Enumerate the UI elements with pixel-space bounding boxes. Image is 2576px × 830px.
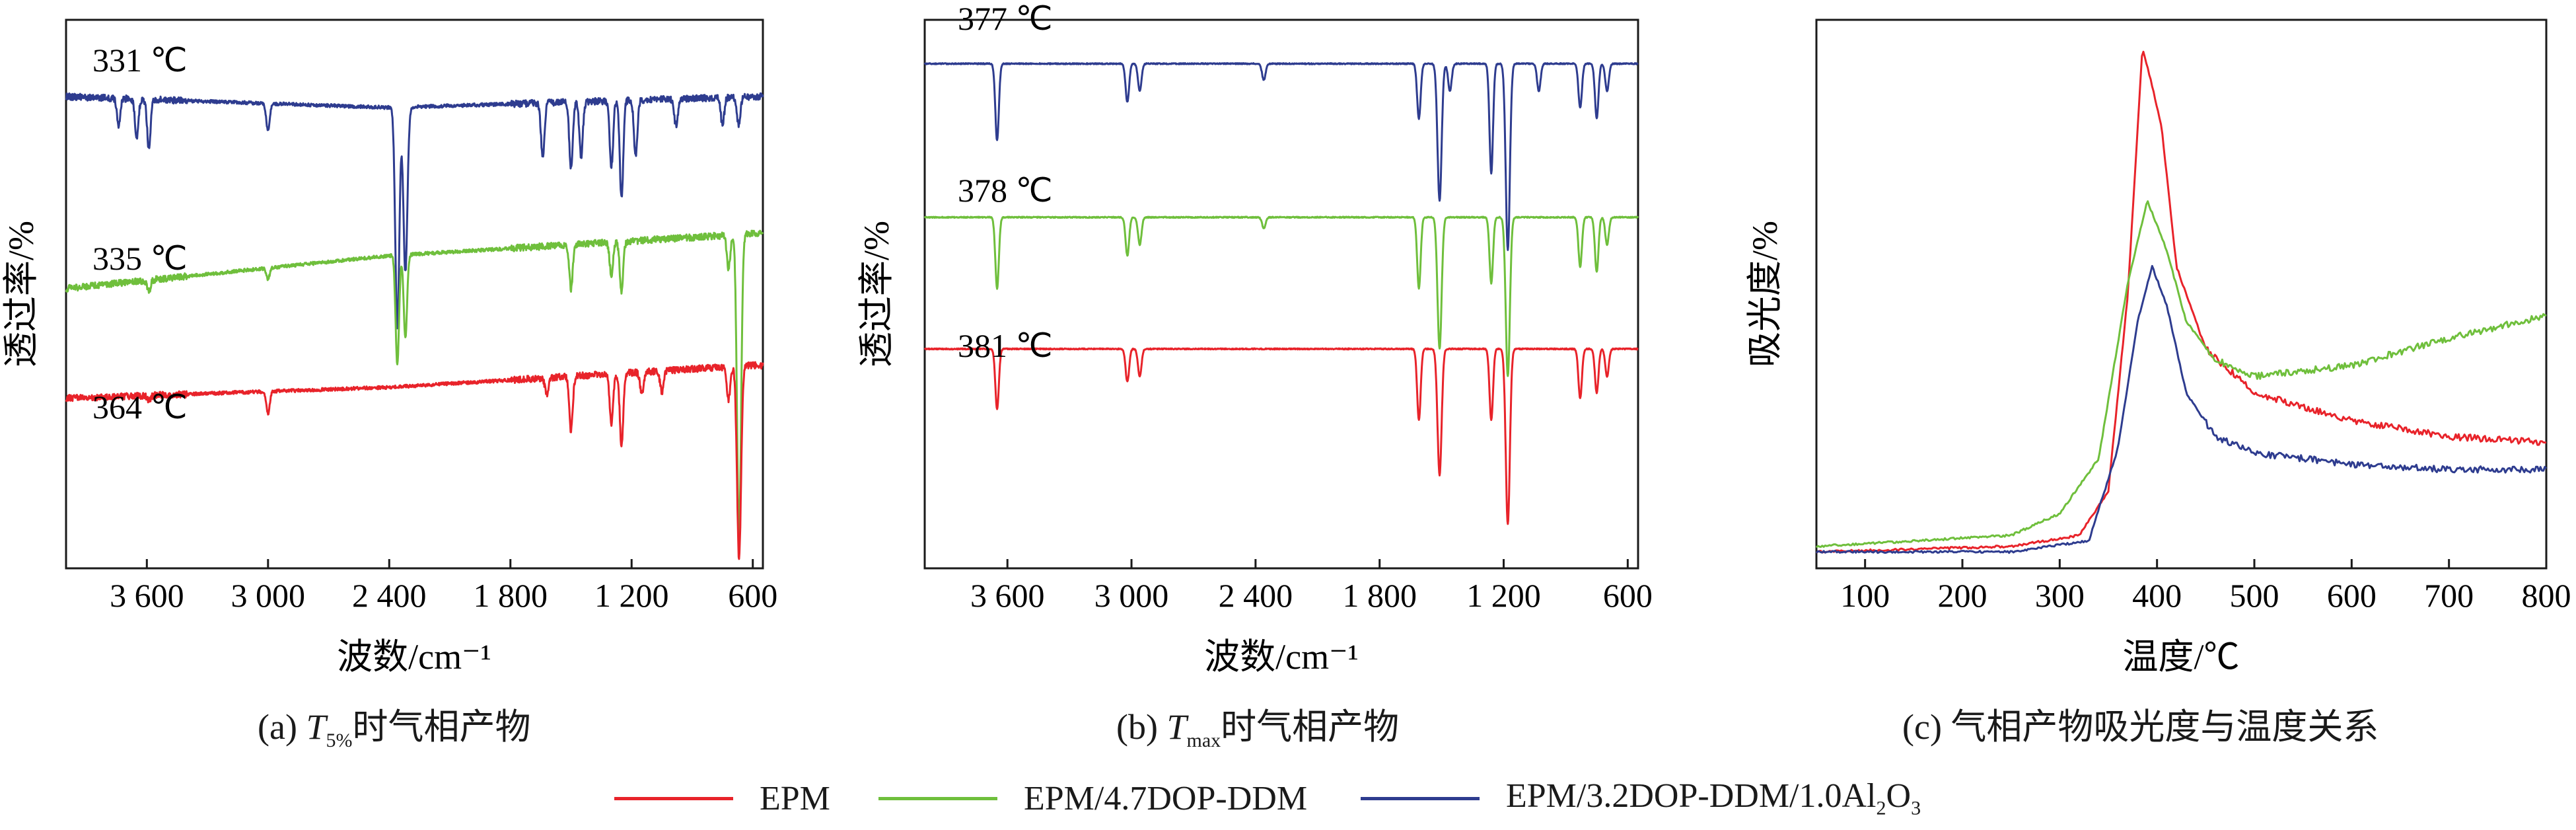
panel-b: 3 600 3 000 2 400 1 800 1 200 600 377 ℃ 378 ℃… (857, 0, 1653, 677)
xlabel-a: 波数/cm⁻¹ (337, 637, 491, 677)
caption-a-prefix: (a) (258, 707, 306, 747)
ylabel-a: 透过率/% (1, 221, 41, 367)
xlabel-c: 温度/℃ (2122, 637, 2239, 677)
legend-label-epm-3-2-main: EPM/3.2DOP-DDM/1.0Al (1506, 777, 1877, 815)
series-line-a-1 (65, 229, 764, 534)
xtick-label-a-0: 3 600 (110, 577, 184, 614)
xtick-label-c-7: 800 (2522, 577, 2571, 614)
xtick-label-a-1: 3 000 (231, 577, 306, 614)
legend-swatch-epm-3-2 (1361, 796, 1480, 800)
caption-b-var: T (1166, 707, 1187, 747)
annotation-a-2: 335 ℃ (92, 240, 188, 277)
xtick-label-a-4: 1 200 (594, 577, 669, 614)
series-line-c-2 (1815, 265, 2548, 554)
annotation-b-2: 378 ℃ (958, 172, 1053, 209)
plot-frame-a (65, 19, 764, 570)
lines-c (1815, 50, 2548, 554)
xticks-a: 3 600 3 000 2 400 1 800 1 200 600 (110, 559, 777, 614)
legend-item-epm-3-2: EPM/3.2DOP-DDM/1.0Al2O3 (1361, 772, 1921, 825)
legend-label-epm-3-2-sub2: 3 (1911, 797, 1921, 819)
figure: 3 600 3 000 2 400 1 800 1 200 600 331 ℃ 335 ℃… (1, 0, 2571, 677)
xtick-label-a-3: 1 800 (474, 577, 548, 614)
series-line-b-1 (923, 215, 1639, 377)
xtick-label-b-2: 2 400 (1219, 577, 1293, 614)
xtick-label-c-1: 200 (1938, 577, 1987, 614)
xtick-label-c-3: 400 (2132, 577, 2182, 614)
legend-swatch-epm (614, 796, 733, 800)
caption-b-sub: max (1186, 729, 1221, 751)
xlabel-b: 波数/cm⁻¹ (1204, 637, 1359, 677)
xticks-c: 100 200 300 400 500 600 700 800 (1840, 559, 2571, 614)
annotation-a-1: 331 ℃ (92, 42, 188, 79)
xtick-label-a-2: 2 400 (352, 577, 427, 614)
xtick-label-b-1: 3 000 (1094, 577, 1169, 614)
xtick-label-b-4: 1 200 (1466, 577, 1541, 614)
xtick-label-b-0: 3 600 (970, 577, 1045, 614)
annotation-a-3: 364 ℃ (92, 389, 188, 426)
series-line-b-0 (923, 62, 1639, 251)
series-line-c-1 (1815, 200, 2547, 548)
series-line-c-0 (1815, 50, 2547, 554)
caption-a-var: T (306, 707, 326, 747)
panel-c: 100 200 300 400 500 600 700 800 温度/℃ 吸光度/% (1745, 19, 2571, 677)
xtick-label-c-2: 300 (2035, 577, 2085, 614)
ylabel-b: 透过率/% (857, 221, 896, 367)
ylabel-c: 吸光度/% (1745, 221, 1785, 367)
caption-b: (b) Tmax时气相产物 (1116, 697, 1399, 752)
xtick-label-c-5: 600 (2327, 577, 2377, 614)
xtick-label-c-0: 100 (1840, 577, 1890, 614)
legend-label-epm: EPM (760, 779, 830, 817)
annotation-b-1: 377 ℃ (958, 0, 1053, 37)
lines-a (65, 92, 764, 560)
xtick-label-b-3: 1 800 (1342, 577, 1417, 614)
legend-swatch-epm-4-7 (878, 796, 997, 800)
series-line-a-2 (65, 361, 764, 560)
caption-a-sub: 5% (326, 729, 353, 751)
xticks-b: 3 600 3 000 2 400 1 800 1 200 600 (970, 559, 1653, 614)
xtick-label-a-5: 600 (728, 577, 777, 614)
annotation-b-3: 381 ℃ (958, 327, 1053, 364)
legend-item-epm: EPM (614, 772, 830, 825)
caption-a-suffix: 时气相产物 (352, 707, 531, 747)
xtick-label-c-4: 500 (2230, 577, 2279, 614)
plot-frame-b (923, 19, 1639, 570)
xtick-label-b-5: 600 (1603, 577, 1653, 614)
xtick-label-c-6: 700 (2424, 577, 2474, 614)
lines-b (923, 62, 1639, 525)
legend-label-epm-3-2-sub1: 2 (1876, 797, 1886, 819)
legend-item-epm-4-7: EPM/4.7DOP-DDM (878, 772, 1307, 825)
caption-c: (c) 气相产物吸光度与温度关系 (1902, 707, 2379, 747)
plot-frame-c (1815, 19, 2548, 570)
legend-label-epm-3-2-mid: O (1886, 777, 1912, 815)
caption-b-suffix: 时气相产物 (1221, 707, 1400, 747)
legend: EPM EPM/4.7DOP-DDM EPM/3.2DOP-DDM/1.0Al2… (0, 772, 2576, 825)
caption-b-prefix: (b) (1116, 707, 1167, 747)
caption-a: (a) T5%时气相产物 (258, 697, 530, 752)
panel-a: 3 600 3 000 2 400 1 800 1 200 600 331 ℃ 335 ℃… (1, 19, 777, 677)
legend-label-epm-4-7: EPM/4.7DOP-DDM (1024, 779, 1308, 817)
series-line-a-0 (65, 92, 764, 330)
legend-label-epm-3-2: EPM/3.2DOP-DDM/1.0Al2O3 (1506, 776, 1921, 819)
series-line-b-2 (923, 347, 1639, 525)
